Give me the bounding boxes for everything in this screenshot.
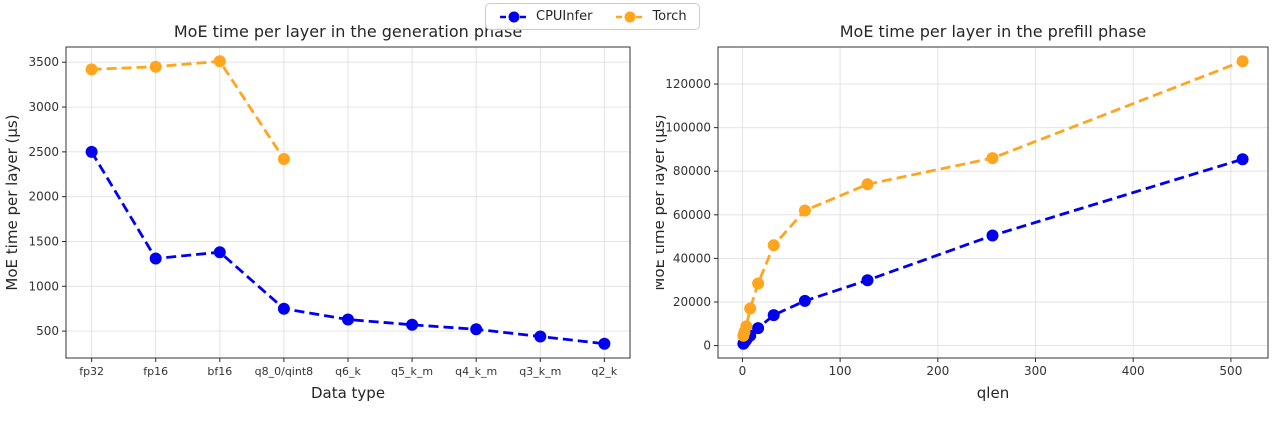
y-axis-label: MoE time per layer (μs) — [3, 114, 21, 290]
cpuinfer-line-marker-icon — [500, 11, 528, 22]
plot-border — [717, 46, 1269, 359]
x-tick-label: 0 — [739, 364, 747, 378]
data-point-marker — [470, 323, 483, 336]
x-tick-label: bf16 — [207, 365, 232, 378]
y-tick-label: 1500 — [28, 234, 59, 248]
series-torch — [85, 55, 290, 165]
y-tick-label: 80000 — [673, 164, 711, 178]
legend-label-torch: Torch — [652, 9, 687, 24]
data-point-marker — [342, 313, 354, 326]
data-point-marker — [752, 322, 765, 335]
axis-ticks: fp32 fp16 bf16 q8_0/qint8 q6_k q5_k_m q4_k_m q3… — [28, 55, 617, 378]
data-point-marker — [798, 204, 811, 217]
data-point-marker — [213, 55, 226, 68]
y-tick-label: 0 — [703, 339, 711, 353]
series-cpuinfer — [737, 153, 1249, 350]
data-point-marker — [534, 330, 547, 343]
y-tick-label: 2500 — [28, 145, 59, 159]
y-tick-label: 2000 — [28, 190, 59, 204]
data-point-marker — [1236, 55, 1249, 68]
chart-title: MoE time per layer in the prefill phase — [840, 22, 1147, 41]
data-point-marker — [798, 294, 811, 307]
x-tick-label: fp16 — [143, 365, 168, 378]
y-tick-label: 20000 — [673, 295, 711, 309]
x-tick-label: q3_k_m — [519, 365, 561, 378]
torch-line-marker-icon — [616, 11, 645, 22]
chart-title: MoE time per layer in the generation pha… — [174, 22, 522, 41]
x-tick-label: 500 — [1219, 364, 1242, 378]
x-tick-label: q2_k — [591, 365, 617, 378]
data-point-marker — [1236, 153, 1249, 166]
data-point-marker — [986, 229, 999, 242]
y-tick-label: 100000 — [665, 121, 711, 135]
data-point-marker — [740, 320, 753, 333]
gridlines — [718, 47, 1268, 358]
data-point-marker — [767, 309, 780, 322]
x-axis-label: qlen — [977, 384, 1009, 402]
data-point-marker — [767, 239, 780, 252]
series-torch — [737, 55, 1249, 342]
data-point-marker — [744, 302, 757, 315]
y-tick-label: 3500 — [28, 55, 59, 69]
y-tick-label: 1000 — [28, 279, 59, 293]
legend-label-cpuinfer: CPUInfer — [536, 9, 593, 24]
x-tick-label: 300 — [1024, 364, 1047, 378]
y-tick-label: 120000 — [665, 77, 711, 91]
plot-border — [65, 46, 631, 359]
x-axis-label: Data type — [311, 384, 385, 402]
x-tick-label: q8_0/qint8 — [255, 365, 314, 378]
x-tick-label: 100 — [829, 364, 852, 378]
y-tick-label: 60000 — [673, 208, 711, 222]
y-tick-label: 40000 — [673, 251, 711, 265]
data-point-marker — [861, 178, 874, 191]
y-axis-label: MoE time per layer (μs) — [656, 114, 668, 290]
data-point-marker — [149, 252, 162, 265]
generation-phase-chart: fp32 fp16 bf16 q8_0/qint8 q6_k q5_k_m q4_k_m q3… — [3, 22, 631, 402]
axis-ticks: 0 100 200 300 400 500 0 20000 40000 60000 80000 100… — [665, 77, 1242, 378]
x-tick-label: q6_k — [335, 365, 361, 378]
x-tick-label: 200 — [926, 364, 949, 378]
data-point-marker — [986, 152, 999, 165]
y-tick-label: 3000 — [28, 100, 59, 114]
data-point-marker — [752, 277, 765, 290]
data-point-marker — [85, 145, 98, 158]
series-cpuinfer — [85, 145, 611, 350]
data-point-marker — [861, 274, 874, 287]
x-tick-label: q5_k_m — [391, 365, 433, 378]
data-point-marker — [406, 318, 419, 331]
x-tick-label: q4_k_m — [455, 365, 497, 378]
legend-item-cpuinfer: CPUInfer — [498, 9, 592, 24]
data-point-marker — [277, 153, 290, 165]
x-tick-label: fp32 — [79, 365, 104, 378]
data-point-marker — [213, 246, 226, 259]
x-tick-label: 400 — [1122, 364, 1145, 378]
data-point-marker — [85, 63, 98, 76]
legend-item-torch: Torch — [614, 9, 687, 24]
legend: CPUInfer Torch — [485, 3, 700, 30]
gridlines — [66, 47, 630, 358]
prefill-phase-chart: 0 100 200 300 400 500 0 20000 40000 60000 80000 100… — [656, 22, 1269, 402]
data-point-marker — [598, 337, 611, 350]
data-point-marker — [149, 60, 162, 73]
data-point-marker — [277, 302, 290, 315]
y-tick-label: 500 — [36, 324, 59, 338]
